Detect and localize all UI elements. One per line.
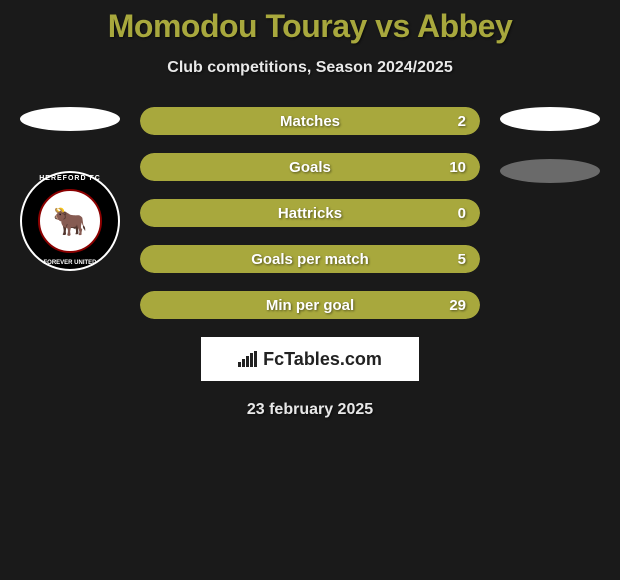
comparison-card: Momodou Touray vs Abbey Club competition… — [0, 0, 620, 419]
page-title: Momodou Touray vs Abbey — [0, 0, 620, 45]
footer-logo: FcTables.com — [201, 337, 419, 381]
player-left-marker — [20, 107, 120, 131]
bar-value: 29 — [449, 297, 466, 314]
badge-bottom-text: FOREVER UNITED — [20, 260, 120, 266]
bar-label: Matches — [140, 113, 480, 130]
stat-bar-goals: Goals 10 — [140, 153, 480, 181]
footer-logo-text: FcTables.com — [263, 349, 382, 370]
bar-label: Hattricks — [140, 205, 480, 222]
right-player-column — [490, 107, 610, 183]
bar-value: 5 — [458, 251, 466, 268]
stat-bar-goals-per-match: Goals per match 5 — [140, 245, 480, 273]
stat-bar-matches: Matches 2 — [140, 107, 480, 135]
page-subtitle: Club competitions, Season 2024/2025 — [0, 59, 620, 77]
badge-outer-ring: HEREFORD FC 🐂 FOREVER UNITED — [20, 171, 120, 271]
bar-label: Goals — [140, 159, 480, 176]
bar-label: Goals per match — [140, 251, 480, 268]
left-player-column: HEREFORD FC 🐂 FOREVER UNITED — [10, 107, 130, 271]
bar-value: 0 — [458, 205, 466, 222]
main-area: HEREFORD FC 🐂 FOREVER UNITED Matches 2 G — [0, 107, 620, 419]
bar-label: Min per goal — [140, 297, 480, 314]
player-right-marker-2 — [500, 159, 600, 183]
player-right-marker-1 — [500, 107, 600, 131]
badge-top-text: HEREFORD FC — [20, 175, 120, 182]
stats-bars: Matches 2 Goals 10 Hattricks 0 Goals per… — [140, 107, 480, 319]
bar-chart-icon — [238, 351, 257, 367]
club-badge: HEREFORD FC 🐂 FOREVER UNITED — [20, 171, 120, 271]
bar-value: 2 — [458, 113, 466, 130]
footer-date: 23 february 2025 — [0, 401, 620, 419]
stat-bar-min-per-goal: Min per goal 29 — [140, 291, 480, 319]
stat-bar-hattricks: Hattricks 0 — [140, 199, 480, 227]
badge-ring-icon — [20, 171, 120, 271]
bar-value: 10 — [449, 159, 466, 176]
